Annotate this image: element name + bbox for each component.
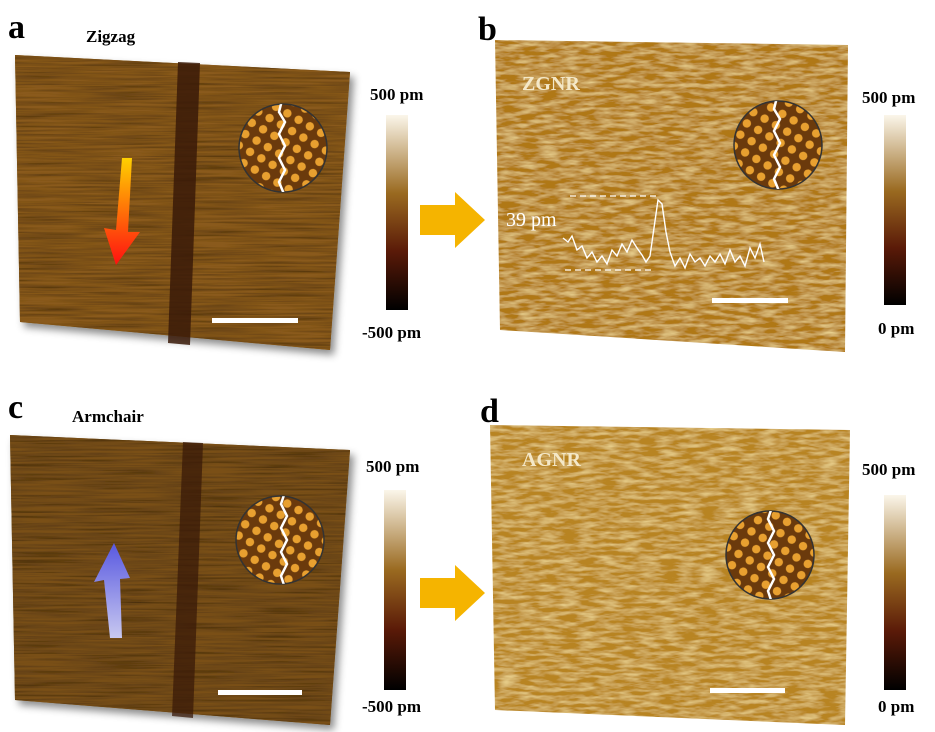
- panel-c: c Armchair 500 pm -500 pm: [8, 389, 421, 725]
- colorbar-min: -500 pm: [362, 697, 421, 716]
- colorbar-min: 0 pm: [878, 319, 914, 338]
- colorbar: [884, 495, 906, 690]
- panel-d: d AGNR 500 pm 0 pm: [480, 393, 915, 725]
- inset: [236, 496, 324, 584]
- panel-label: c: [8, 389, 23, 426]
- panel-title: AGNR: [522, 449, 581, 471]
- colorbar-min: -500 pm: [362, 323, 421, 342]
- colorbar-max: 500 pm: [862, 460, 915, 479]
- panel-label: a: [8, 9, 25, 46]
- colorbar: [384, 490, 406, 690]
- panel-title: Zigzag: [86, 27, 136, 46]
- colorbar-max: 500 pm: [366, 457, 419, 476]
- panel-b: b ZGNR 39 pm 500 pm 0 pm: [478, 11, 915, 352]
- scale-bar: [218, 690, 302, 695]
- figure: a Zigzag 500 pm -500 pm b ZGNR 39 pm 500…: [0, 0, 935, 732]
- panel-title: ZGNR: [522, 73, 580, 95]
- colorbar: [386, 115, 408, 310]
- panel-title: Armchair: [72, 407, 144, 426]
- panel-label: d: [480, 393, 499, 430]
- panel-label: b: [478, 11, 497, 48]
- scale-bar: [712, 298, 788, 303]
- annotation: 39 pm: [506, 209, 557, 231]
- colorbar-max: 500 pm: [370, 85, 423, 104]
- transform-arrow: [420, 192, 485, 248]
- panel-a: a Zigzag 500 pm -500 pm: [8, 9, 423, 350]
- scale-bar: [710, 688, 785, 693]
- colorbar-min: 0 pm: [878, 697, 914, 716]
- colorbar: [884, 115, 906, 305]
- transform-arrow: [420, 565, 485, 621]
- colorbar-max: 500 pm: [862, 88, 915, 107]
- scale-bar: [212, 318, 298, 323]
